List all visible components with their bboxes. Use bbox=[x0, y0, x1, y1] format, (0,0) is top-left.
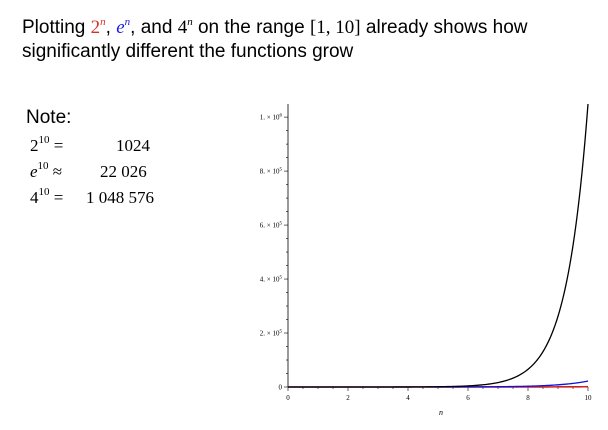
note-value: 1024 bbox=[116, 136, 150, 155]
note-value: 1 048 576 bbox=[86, 188, 154, 207]
headline: Plotting 2n, en, and 4n on the range [1,… bbox=[22, 16, 602, 64]
headline-range: [1, 10] bbox=[309, 17, 361, 38]
headline-prefix: Plotting bbox=[22, 17, 91, 38]
y-tick-label: 0 bbox=[279, 384, 283, 392]
x-tick-label: 0 bbox=[286, 394, 290, 402]
y-tick-exponent: 5 bbox=[280, 168, 283, 173]
y-tick-label: 2. × 105 bbox=[260, 330, 283, 338]
headline-term-en: en bbox=[116, 16, 131, 39]
headline-line-1: Plotting 2n, en, and 4n on the range [1,… bbox=[22, 16, 602, 40]
y-tick-exponent: 6 bbox=[280, 114, 283, 119]
x-tick-label: 10 bbox=[585, 394, 593, 402]
note-value: 22 026 bbox=[100, 162, 147, 181]
y-tick-label: 1. × 106 bbox=[260, 114, 283, 122]
series-line-pow4 bbox=[288, 103, 589, 388]
headline-sep-2: , and bbox=[130, 17, 178, 38]
y-tick-exponent: 5 bbox=[280, 222, 283, 227]
y-tick-label: 8. × 105 bbox=[260, 168, 283, 176]
note-lhs: e10 ≈ bbox=[30, 160, 63, 182]
x-tick-label: 2 bbox=[346, 394, 350, 402]
chart-axes: 0 2 4 6 8 10 0 2. × 105 4. × 105 6. × 105 8. × 105… bbox=[260, 104, 592, 417]
x-tick-label: 4 bbox=[406, 394, 410, 402]
headline-suffix: already shows how bbox=[360, 17, 528, 38]
x-tick-label: 6 bbox=[466, 394, 470, 402]
note-title: Note: bbox=[26, 107, 72, 128]
headline-term-4n: 4n bbox=[177, 16, 193, 39]
y-tick-exponent: 5 bbox=[280, 276, 283, 281]
note-lhs: 210 = bbox=[30, 134, 64, 156]
y-tick-label: 6. × 105 bbox=[260, 222, 283, 230]
chart-series bbox=[288, 103, 589, 388]
y-tick-exponent: 5 bbox=[280, 330, 283, 335]
headline-term-2n: 2n bbox=[90, 16, 106, 39]
x-axis-label: n bbox=[439, 408, 443, 417]
x-tick-label: 8 bbox=[526, 394, 530, 402]
growth-chart: 0 2 4 6 8 10 0 2. × 105 4. × 105 6. × 105 8. × 105… bbox=[260, 103, 592, 417]
headline-sep-1: , bbox=[105, 17, 117, 38]
headline-middle: on the range bbox=[192, 17, 310, 38]
headline-line-2: significantly different the functions gr… bbox=[22, 41, 354, 62]
note-lhs: 410 = bbox=[30, 186, 64, 208]
y-tick-label: 4. × 105 bbox=[260, 276, 283, 284]
